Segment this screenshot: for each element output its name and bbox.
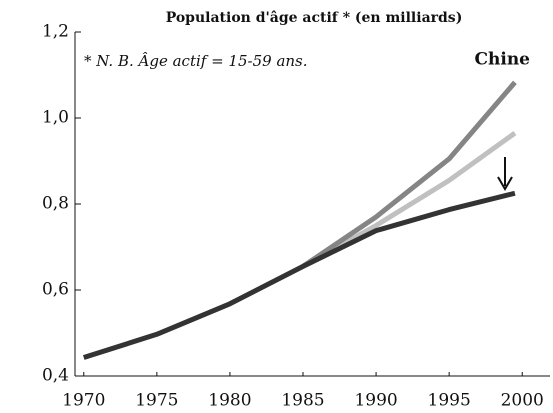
x-tick-label: 1970 [62, 391, 105, 411]
x-tick-label: 1995 [428, 391, 471, 411]
y-tick-label: 1,0 [42, 108, 69, 128]
line-series [83, 190, 516, 360]
note: * N. B. Âge actif = 15-59 ans. [84, 52, 308, 70]
arrow-head [497, 176, 513, 191]
x-tick-label: 2000 [501, 391, 544, 411]
x-tick-label: 1985 [281, 391, 324, 411]
y-tick-label: 0,6 [42, 280, 69, 300]
x-tick-label: 1990 [354, 391, 397, 411]
chart-title: Population d'âge actif * (en milliards) [166, 10, 463, 26]
x-tick-label: 1975 [135, 391, 178, 411]
x-tick-label: 1980 [208, 391, 251, 411]
line-series [301, 80, 517, 269]
y-tick-label: 0,4 [42, 366, 69, 386]
y-tick-label: 0,8 [42, 194, 69, 214]
annotation: Chine [474, 50, 530, 70]
y-tick-label: 1,2 [42, 22, 69, 42]
